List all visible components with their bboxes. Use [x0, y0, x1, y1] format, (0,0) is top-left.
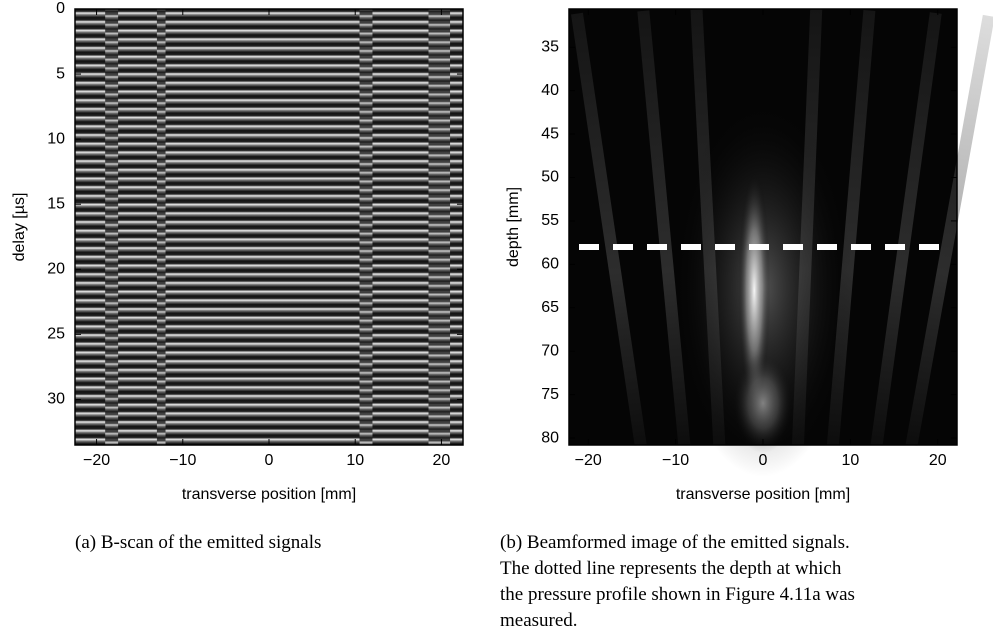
y-tick-label: 20	[47, 261, 65, 278]
x-tick-label: −20	[83, 452, 110, 469]
plot-panel	[75, 9, 463, 445]
y-tick-label: 50	[541, 169, 559, 186]
y-tick-label: 5	[56, 65, 65, 82]
image-core	[733, 353, 793, 454]
x-tick-label: −10	[662, 452, 689, 469]
image-band	[359, 9, 373, 445]
y-tick-label: 45	[541, 125, 559, 142]
y-tick-label: 25	[47, 326, 65, 343]
caption-line: (a) B-scan of the emitted signals	[75, 532, 321, 553]
x-tick-label: −20	[575, 452, 602, 469]
caption-line: the pressure profile shown in Figure 4.1…	[500, 584, 855, 605]
y-tick-label: 0	[56, 0, 65, 17]
y-axis-label: depth [mm]	[505, 187, 522, 267]
y-axis-label: delay [µs]	[11, 193, 28, 262]
caption-line: The dotted line represents the depth at …	[500, 558, 842, 579]
y-tick-label: 65	[541, 299, 559, 316]
y-tick-label: 70	[541, 342, 559, 359]
x-tick-label: 20	[929, 452, 947, 469]
image-streak	[905, 14, 993, 447]
plot-panel	[569, 9, 993, 477]
y-tick-label: 55	[541, 212, 559, 229]
image-band	[105, 9, 119, 445]
y-tick-label: 15	[47, 195, 65, 212]
image-streak	[571, 12, 647, 446]
image-band	[428, 9, 451, 445]
y-tick-label: 60	[541, 256, 559, 273]
x-tick-label: 0	[759, 452, 768, 469]
x-axis-label: transverse position [mm]	[182, 486, 356, 503]
x-tick-label: 20	[433, 452, 451, 469]
caption-line: (b) Beamformed image of the emitted sign…	[500, 532, 850, 553]
image-streak	[870, 12, 942, 446]
image-background	[75, 9, 463, 445]
x-tick-label: −10	[169, 452, 196, 469]
y-tick-label: 35	[541, 38, 559, 55]
x-tick-label: 0	[265, 452, 274, 469]
y-tick-label: 75	[541, 386, 559, 403]
y-tick-label: 30	[47, 391, 65, 408]
y-tick-label: 40	[541, 82, 559, 99]
image-band	[156, 9, 166, 445]
x-tick-label: 10	[346, 452, 364, 469]
y-tick-label: 80	[541, 429, 559, 446]
caption-line: measured.	[500, 610, 578, 631]
x-tick-label: 10	[841, 452, 859, 469]
y-tick-label: 10	[47, 130, 65, 147]
image-core	[738, 170, 771, 411]
x-axis-label: transverse position [mm]	[676, 486, 850, 503]
